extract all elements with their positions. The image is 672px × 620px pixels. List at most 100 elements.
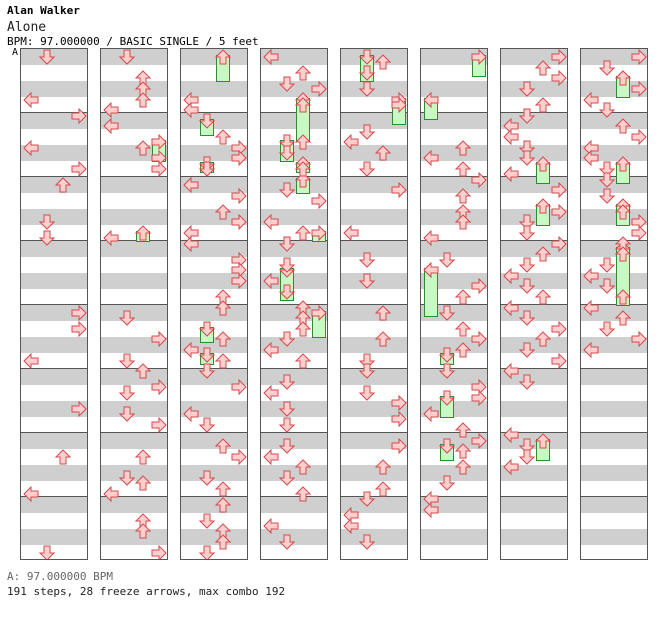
arrow-down-icon xyxy=(518,81,536,97)
measure-line xyxy=(341,240,407,241)
arrow-left-icon xyxy=(263,384,279,401)
beat-band xyxy=(261,49,327,65)
arrow-up-icon xyxy=(294,225,312,241)
arrow-down-icon xyxy=(518,449,536,465)
measure-line xyxy=(181,176,247,177)
beat-band xyxy=(181,273,247,289)
arrow-up-icon xyxy=(454,342,472,358)
arrow-down-icon xyxy=(438,305,456,321)
measure-line xyxy=(341,112,407,113)
beat-band xyxy=(261,465,327,481)
arrow-up-icon xyxy=(614,289,632,305)
arrow-up-icon xyxy=(214,299,232,316)
arrow-down-icon xyxy=(358,161,376,177)
arrow-up-icon xyxy=(214,203,232,220)
arrow-down-icon xyxy=(38,49,56,65)
measure-line xyxy=(421,368,487,369)
arrow-down-icon xyxy=(198,417,216,433)
measure-line xyxy=(101,432,167,433)
arrow-up-icon xyxy=(294,134,312,150)
arrow-left-icon xyxy=(583,91,599,108)
freeze-head-right-icon xyxy=(311,224,327,242)
measure-line xyxy=(21,240,87,241)
freeze-head-down-icon xyxy=(438,347,456,364)
measure-line xyxy=(421,304,487,305)
arrow-right-icon xyxy=(471,277,487,295)
arrow-down-icon xyxy=(278,236,296,252)
beat-band xyxy=(21,81,87,97)
measure-line xyxy=(501,176,567,177)
arrow-up-icon xyxy=(214,331,232,347)
arrow-right-icon xyxy=(231,150,247,167)
arrow-down-icon xyxy=(118,49,136,65)
arrow-left-icon xyxy=(503,166,519,183)
beat-band xyxy=(261,529,327,545)
arrow-up-icon xyxy=(454,214,472,230)
beat-band xyxy=(21,273,87,289)
measure-line xyxy=(101,112,167,113)
measure-line xyxy=(341,176,407,177)
arrow-right-icon xyxy=(231,187,247,204)
measure-line xyxy=(581,432,647,433)
beat-band xyxy=(261,113,327,129)
beat-band xyxy=(101,529,167,545)
freeze-head-down-icon xyxy=(358,49,376,65)
beat-band xyxy=(421,465,487,481)
beat-band xyxy=(581,497,647,513)
beat-band xyxy=(21,433,87,449)
arrow-down-icon xyxy=(118,470,136,486)
arrow-right-icon xyxy=(631,224,647,242)
arrow-left-icon xyxy=(23,485,39,503)
beat-band xyxy=(261,81,327,97)
beat-band xyxy=(581,369,647,385)
arrow-down-icon xyxy=(358,363,376,380)
arrow-left-icon xyxy=(183,176,199,194)
freeze-head-up-icon xyxy=(214,49,232,65)
beat-band xyxy=(581,49,647,65)
arrow-right-icon xyxy=(631,331,647,348)
chart-column-2 xyxy=(100,48,168,560)
measure-line xyxy=(261,112,327,113)
measure-line xyxy=(21,304,87,305)
measure-line xyxy=(261,496,327,497)
beat-band xyxy=(21,529,87,545)
beat-band xyxy=(181,497,247,513)
measure-line xyxy=(261,176,327,177)
beat-band xyxy=(341,529,407,545)
arrow-left-icon xyxy=(23,139,39,156)
beat-band xyxy=(21,465,87,481)
arrow-right-icon xyxy=(391,411,407,428)
arrow-down-icon xyxy=(358,124,376,140)
beat-band xyxy=(21,241,87,257)
arrow-up-icon xyxy=(534,246,552,262)
beat-band xyxy=(101,401,167,417)
beat-band xyxy=(581,401,647,417)
arrow-right-icon xyxy=(551,352,567,370)
arrow-right-icon xyxy=(551,235,567,252)
measure-line xyxy=(501,496,567,497)
arrow-up-icon xyxy=(614,203,632,220)
arrow-down-icon xyxy=(438,363,456,380)
beat-band xyxy=(181,81,247,97)
arrow-down-icon xyxy=(38,214,56,230)
measure-line xyxy=(421,112,487,113)
arrow-right-icon xyxy=(71,400,87,417)
song-title: Alone xyxy=(7,20,47,35)
measure-line xyxy=(501,368,567,369)
beat-band xyxy=(421,209,487,225)
arrow-right-icon xyxy=(391,437,407,455)
beat-band xyxy=(581,209,647,225)
beat-band xyxy=(501,337,567,353)
arrow-up-icon xyxy=(614,310,632,326)
arrow-down-icon xyxy=(278,145,296,161)
measure-line xyxy=(341,432,407,433)
arrow-up-icon xyxy=(374,459,392,475)
arrow-left-icon xyxy=(583,150,599,167)
beat-band xyxy=(181,369,247,385)
beat-band xyxy=(341,401,407,417)
arrow-down-icon xyxy=(278,470,296,486)
arrow-up-icon xyxy=(614,246,632,262)
arrow-right-icon xyxy=(231,379,247,396)
arrow-down-icon xyxy=(198,513,216,529)
arrow-left-icon xyxy=(423,150,439,167)
